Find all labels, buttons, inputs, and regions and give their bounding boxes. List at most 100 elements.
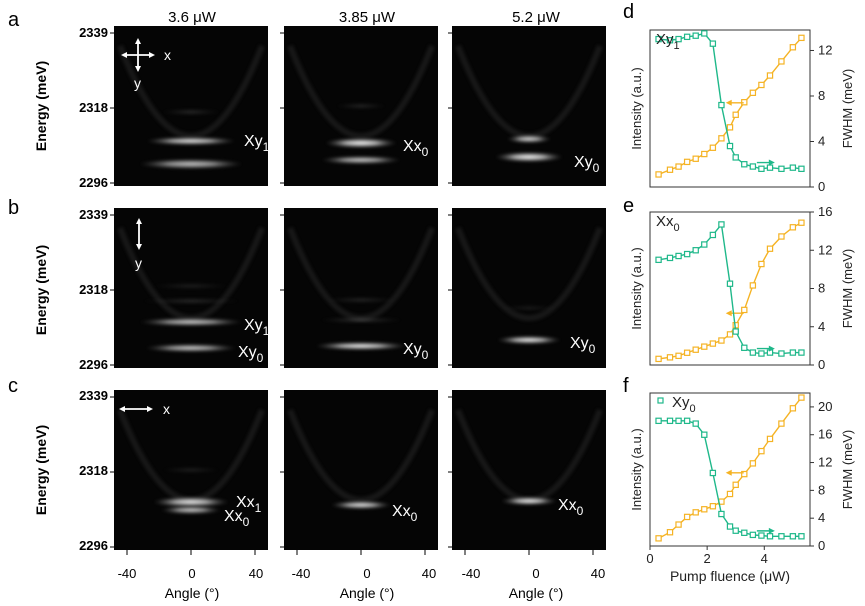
- mode-label-c1-bottom: Xx0: [224, 508, 250, 529]
- arrowhead-icon: [147, 406, 153, 412]
- column-title-3: 5.2 μW: [512, 9, 561, 26]
- mode-label-c1-top: Xx1: [236, 494, 262, 515]
- data-point-left: [675, 163, 682, 170]
- emission-band: [151, 283, 231, 289]
- data-point-left: [732, 111, 739, 118]
- mode-label-b3: Xy0: [570, 335, 596, 356]
- emission-band: [501, 497, 557, 505]
- data-point-right: [692, 420, 699, 427]
- angle-tick-label: 0: [188, 566, 195, 581]
- data-point-left: [666, 529, 674, 536]
- data-point-left: [798, 34, 805, 42]
- arrowhead-icon: [121, 52, 127, 58]
- data-point-left: [701, 343, 708, 350]
- energy-tick-label: 2296: [79, 175, 108, 190]
- angle-tick-label: -40: [118, 566, 137, 581]
- data-point-right: [709, 469, 717, 477]
- image-axis-ticks: [280, 214, 284, 366]
- emission-band: [331, 501, 391, 509]
- data-point-right: [766, 533, 774, 540]
- energy-axis-label-b: Energy (meV): [33, 245, 49, 335]
- arrowhead-icon: [135, 66, 141, 72]
- angle-tick-label: 40: [422, 566, 436, 581]
- data-point-left: [778, 420, 785, 427]
- emission-band: [161, 506, 221, 514]
- dispersion-curve: [455, 226, 603, 321]
- panel-letter-a: a: [8, 9, 20, 31]
- data-point-left: [675, 521, 682, 528]
- chart-title: Xx0: [656, 213, 680, 234]
- angle-tick-label: -40: [462, 566, 481, 581]
- image-axis-ticks: [280, 32, 284, 184]
- image-axis-ticks: [110, 32, 114, 184]
- column-title-2: 3.85 μW: [339, 9, 396, 26]
- data-point-right: [655, 35, 662, 43]
- data-point-left: [683, 158, 691, 166]
- energy-ticks-b: 2339 2318 2296: [79, 207, 108, 372]
- column-title-1: 3.6 μW: [168, 9, 217, 26]
- data-point-left: [709, 144, 717, 151]
- angle-axis-ticks: [126, 550, 594, 555]
- data-point-right: [741, 529, 748, 536]
- x-axis-tick-label: 2: [704, 551, 711, 566]
- data-point-right: [749, 349, 757, 356]
- arrowhead-icon: [136, 244, 142, 250]
- dispersion-curve: [287, 408, 435, 503]
- mode-label-b1-top: Xy1: [244, 317, 270, 338]
- pl-image-panel: [280, 390, 438, 550]
- data-point-left: [709, 503, 717, 510]
- data-point-right: [758, 350, 765, 357]
- right-axis-tick-label: 12: [818, 455, 832, 470]
- data-point-left: [741, 470, 748, 478]
- arrowhead-icon: [768, 159, 775, 166]
- data-point-right: [718, 221, 725, 228]
- data-point-left: [692, 155, 699, 162]
- data-point-right: [778, 165, 785, 172]
- data-point-left: [709, 340, 717, 347]
- panel-letter-c: c: [8, 375, 18, 397]
- mode-label-a3: Xy0: [574, 154, 600, 175]
- polarization-label-x: x: [163, 401, 170, 417]
- polarization-label-y: y: [134, 75, 141, 91]
- energy-tick-label: 2318: [79, 463, 108, 478]
- data-point-left: [675, 352, 682, 360]
- pl-image-panel: [448, 26, 606, 186]
- left-axis-label: Intensity (a.u.): [629, 428, 644, 510]
- data-point-right: [798, 533, 805, 540]
- data-point-left: [666, 354, 674, 361]
- right-axis-tick-label: 0: [818, 538, 825, 553]
- polarization-marker-a: x y: [121, 38, 171, 91]
- mode-label-a1: Xy1: [244, 133, 270, 154]
- polarization-label-y: y: [135, 255, 142, 271]
- pl-image-panel: [448, 208, 606, 368]
- data-point-right: [741, 344, 748, 351]
- legend-marker: [657, 397, 664, 404]
- pl-image-grid: [110, 26, 606, 555]
- polarization-marker-c: x: [119, 401, 170, 417]
- data-point-left: [766, 72, 774, 79]
- right-axis-tick-label: 16: [818, 204, 832, 219]
- image-axis-ticks: [110, 396, 114, 548]
- data-point-left: [798, 219, 805, 226]
- data-point-right: [718, 510, 725, 518]
- data-point-right: [701, 431, 708, 438]
- image-axis-ticks: [110, 214, 114, 366]
- right-axis-tick-label: 4: [818, 133, 825, 148]
- image-axis-ticks: [448, 396, 452, 548]
- data-point-left: [766, 435, 774, 443]
- data-point-left: [683, 513, 691, 521]
- data-point-left: [741, 306, 748, 314]
- data-point-left: [766, 245, 774, 252]
- arrowhead-icon: [768, 345, 775, 352]
- chart-title: Xy1: [656, 31, 680, 52]
- data-point-left: [655, 171, 662, 178]
- plot-frame: [649, 29, 811, 188]
- chart-title: Xy0: [672, 394, 696, 415]
- emission-band: [141, 298, 241, 304]
- data-point-right: [726, 280, 734, 287]
- polarization-label-x: x: [164, 47, 171, 63]
- data-point-right: [666, 37, 674, 44]
- left-axis-label: Intensity (a.u.): [629, 247, 644, 329]
- energy-tick-label: 2318: [79, 100, 108, 115]
